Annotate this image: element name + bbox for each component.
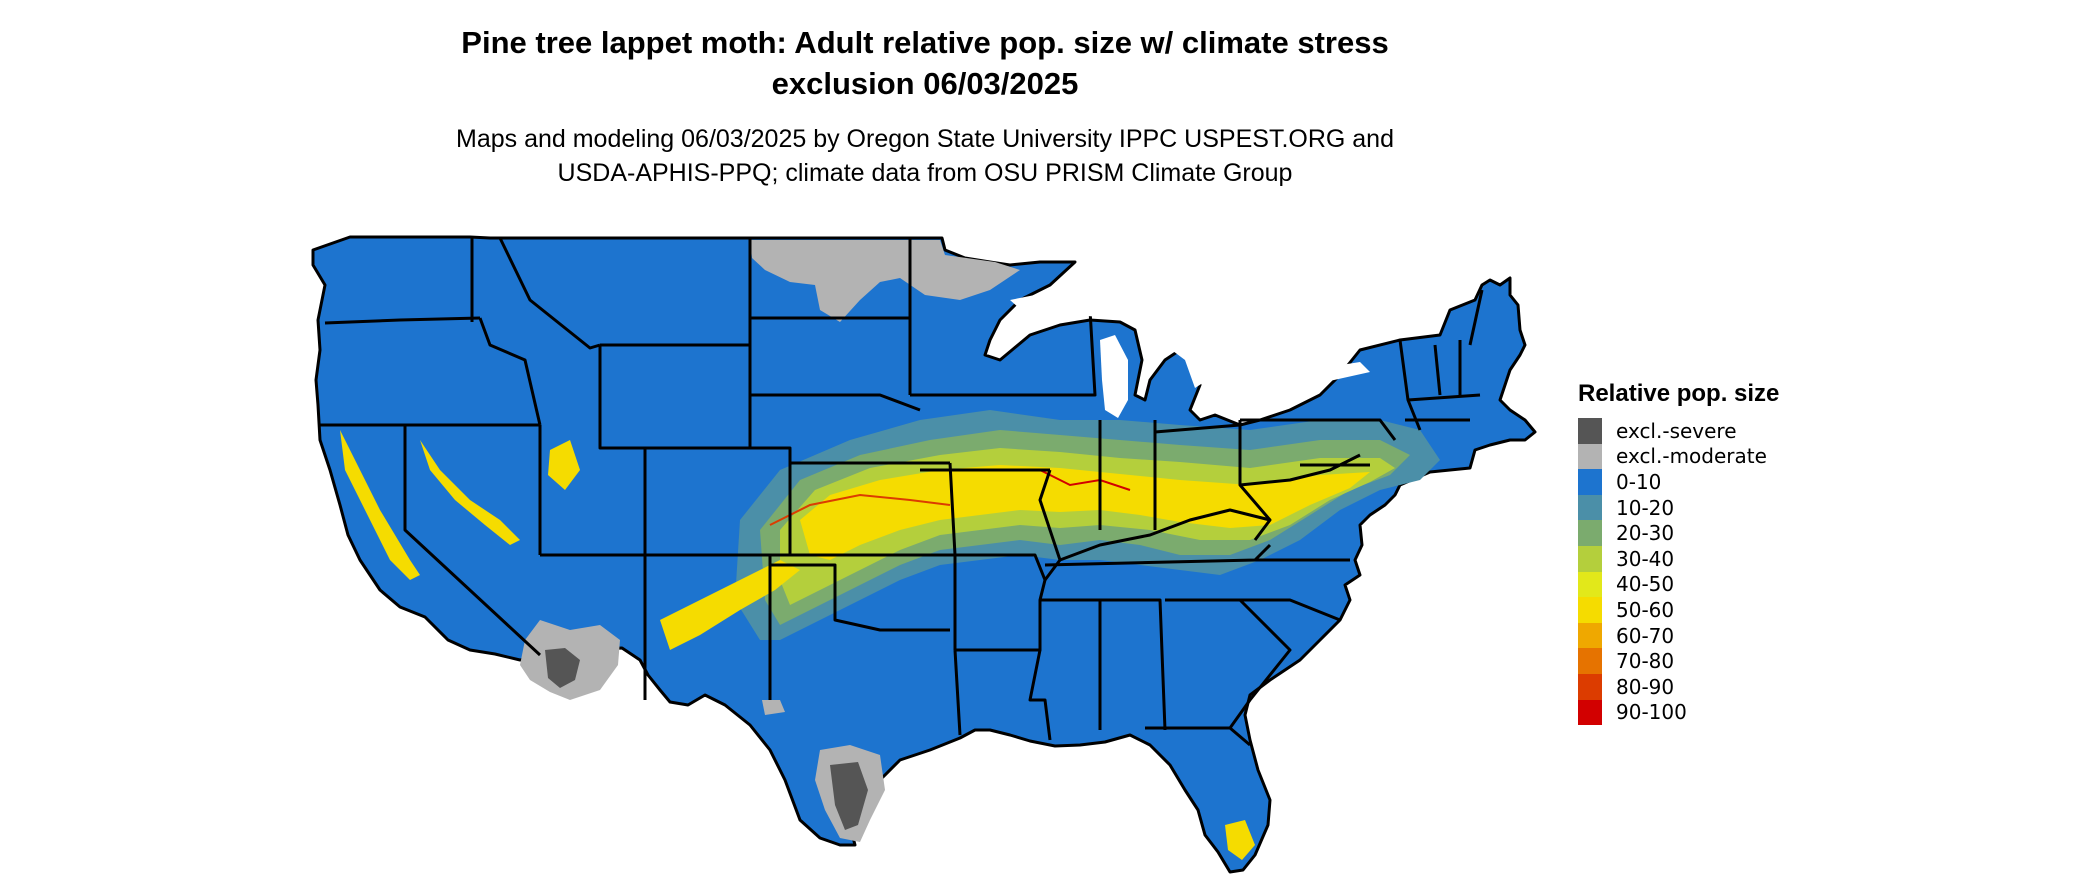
- exclusion-areas: [520, 240, 1020, 842]
- border-az-nm: [643, 555, 772, 700]
- legend-label: excl.-severe: [1616, 418, 1737, 443]
- map-title: Pine tree lappet moth: Adult relative po…: [0, 22, 1850, 104]
- band-90-100-illinois: [1039, 469, 1131, 491]
- excl-severe-arizona: [545, 648, 580, 688]
- legend-swatch: [1578, 418, 1602, 444]
- legend-label: 10-20: [1616, 495, 1675, 520]
- border-id-east: [478, 237, 601, 426]
- border-wa-or: [324, 316, 481, 325]
- band-50-60-utah: [548, 440, 580, 490]
- legend-label: excl.-moderate: [1616, 444, 1767, 469]
- legend-item: excl.-severe: [1578, 418, 1779, 444]
- lake-ontario: [1310, 362, 1370, 382]
- state-borders: [320, 237, 1484, 747]
- population-bands: [340, 410, 1440, 860]
- legend-label: 20-30: [1616, 521, 1675, 546]
- border-co: [645, 446, 792, 557]
- legend-label: 30-40: [1616, 546, 1675, 571]
- legend-items: excl.-severe excl.-moderate 0-10 10-20 20-30…: [1578, 418, 1779, 726]
- band-50-60-florida: [1225, 820, 1255, 860]
- border-vt-nh: [1433, 340, 1462, 396]
- legend-swatch: [1578, 699, 1602, 726]
- subtitle-line-2: USDA-APHIS-PPQ; climate data from OSU PR…: [557, 159, 1293, 187]
- legend-item: 20-30: [1578, 520, 1779, 546]
- band-70-80-kansas: [769, 493, 951, 526]
- lake-huron: [1160, 320, 1225, 388]
- legend-item: 60-70: [1578, 622, 1779, 649]
- legend-title: Relative pop. size: [1578, 380, 1780, 407]
- title-line-2: exclusion 06/03/2025: [771, 66, 1079, 101]
- lake-michigan: [1100, 335, 1128, 418]
- legend-label: 80-90: [1616, 674, 1675, 699]
- legend-swatch: [1578, 622, 1602, 649]
- great-lakes: [1010, 290, 1370, 418]
- legend-swatch: [1578, 571, 1602, 598]
- excl-moderate-texas-west: [762, 700, 785, 715]
- border-me: [1468, 289, 1484, 346]
- lake-superior: [1010, 290, 1150, 318]
- border-la: [953, 649, 1052, 741]
- excl-moderate-north-dakota: [750, 240, 1020, 322]
- legend-item: 80-90: [1578, 673, 1779, 700]
- legend-label: 60-70: [1616, 623, 1675, 648]
- legend-swatch: [1578, 520, 1602, 546]
- legend-label: 0-10: [1616, 469, 1662, 494]
- legend-swatch: [1578, 673, 1602, 700]
- legend-item: excl.-moderate: [1578, 443, 1779, 470]
- legend-swatch: [1578, 648, 1602, 674]
- border-ca-nv: [403, 425, 542, 657]
- band-50-60-southwest: [660, 560, 800, 650]
- legend-item: 30-40: [1578, 545, 1779, 572]
- border-nc-sc: [1210, 598, 1341, 622]
- legend-item: 10-20: [1578, 494, 1779, 521]
- border-pa-ny: [1240, 418, 1397, 441]
- subtitle-line-1: Maps and modeling 06/03/2025 by Oregon S…: [456, 125, 1394, 153]
- legend: Relative pop. size excl.-severe excl.-mod…: [1578, 380, 1780, 726]
- band-50-60-california: [340, 430, 420, 580]
- legend-swatch: [1578, 469, 1602, 495]
- legend-swatch: [1578, 494, 1602, 521]
- legend-swatch: [1578, 545, 1602, 572]
- legend-swatch: [1578, 597, 1602, 623]
- border-ar: [955, 579, 1047, 652]
- border-ok-tx: [770, 563, 950, 632]
- excl-severe-texas-south: [830, 762, 868, 830]
- legend-label: 90-100: [1616, 700, 1687, 725]
- legend-item: 0-10: [1578, 469, 1779, 495]
- legend-item: 50-60: [1578, 597, 1779, 623]
- legend-label: 70-80: [1616, 649, 1675, 674]
- border-mi-oh: [1154, 423, 1241, 434]
- border-sd-ne: [750, 393, 921, 412]
- legend-item: 70-80: [1578, 648, 1779, 674]
- border-il-in: [1098, 420, 1157, 530]
- band-50-60: [800, 465, 1370, 560]
- border-ms-al: [1040, 598, 1167, 731]
- legend-label: 40-50: [1616, 572, 1675, 597]
- map-subtitle: Maps and modeling 06/03/2025 by Oregon S…: [0, 122, 1850, 190]
- legend-item: 90-100: [1578, 699, 1779, 726]
- band-50-60-nevada: [420, 440, 520, 545]
- legend-label: 50-60: [1616, 597, 1675, 622]
- title-line-1: Pine tree lappet moth: Adult relative po…: [461, 25, 1389, 60]
- border-wv-va: [1239, 453, 1361, 487]
- legend-item: 40-50: [1578, 571, 1779, 598]
- lake-erie: [1220, 390, 1300, 415]
- legend-swatch: [1578, 443, 1602, 470]
